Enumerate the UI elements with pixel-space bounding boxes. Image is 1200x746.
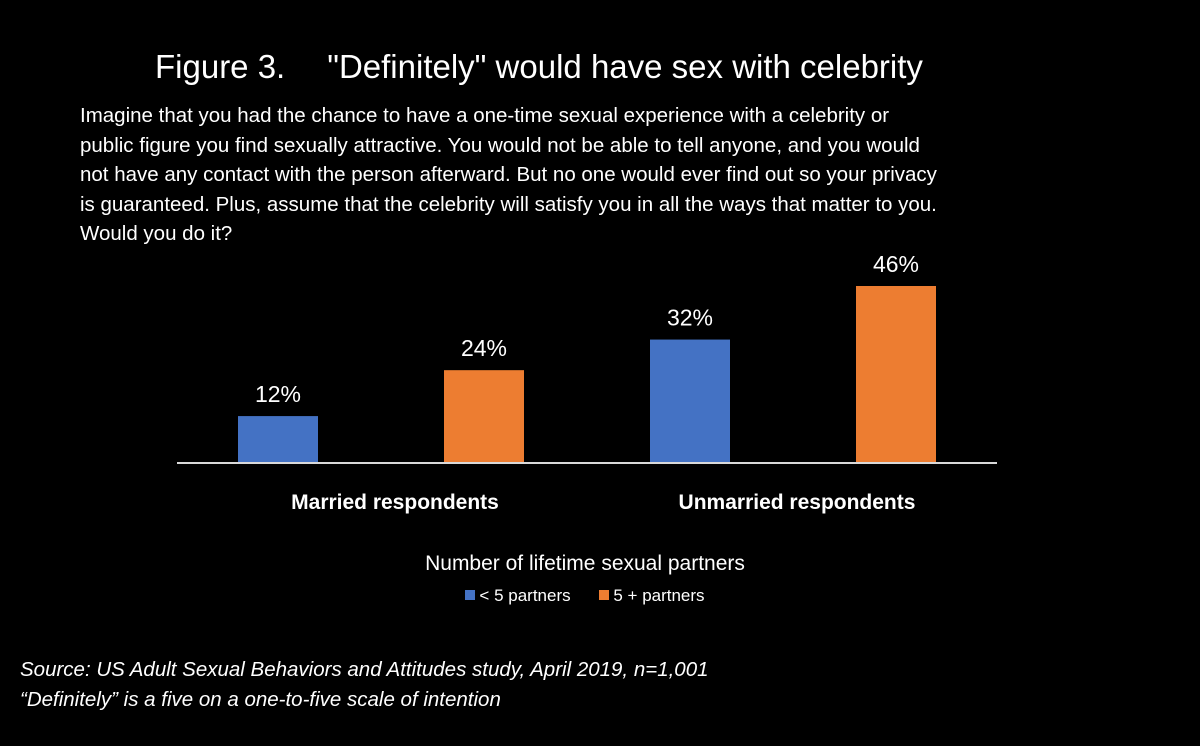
- question-line: not have any contact with the person aft…: [80, 163, 937, 186]
- chart-title: Figure 3. "Definitely" would have sex wit…: [155, 48, 923, 86]
- bar-married-5-plus: [444, 370, 524, 462]
- legend-item-under-5: < 5 partners: [465, 586, 571, 606]
- category-label: Unmarried respondents: [679, 491, 916, 514]
- survey-question: Imagine that you had the chance to have …: [80, 101, 1150, 249]
- bar-unmarried-under-5: [650, 339, 730, 462]
- data-label: 46%: [873, 251, 919, 277]
- source-line: Source: US Adult Sexual Behaviors and At…: [20, 658, 709, 681]
- data-label: 12%: [255, 381, 301, 407]
- data-label: 32%: [667, 305, 713, 331]
- legend-swatch-blue: [465, 590, 476, 600]
- legend-label: 5 + partners: [613, 586, 705, 605]
- question-line: Would you do it?: [80, 222, 233, 245]
- figure-number: Figure 3.: [155, 48, 286, 85]
- bar-married-under-5: [238, 416, 318, 462]
- category-label: Married respondents: [291, 491, 499, 514]
- legend-label: < 5 partners: [479, 586, 571, 605]
- legend: < 5 partners 5 + partners: [0, 586, 1170, 606]
- legend-item-5-plus: 5 + partners: [599, 586, 705, 606]
- definition-line: “Definitely” is a five on a one-to-five …: [20, 688, 501, 711]
- question-line: public figure you find sexually attracti…: [80, 133, 920, 157]
- source-note: Source: US Adult Sexual Behaviors and At…: [20, 655, 709, 715]
- bar-unmarried-5-plus: [856, 286, 936, 462]
- legend-title: Number of lifetime sexual partners: [425, 552, 745, 575]
- data-label: 24%: [461, 335, 507, 361]
- legend-swatch-orange: [599, 590, 610, 600]
- question-line: Imagine that you had the chance to have …: [80, 104, 890, 127]
- figure-title-text: "Definitely" would have sex with celebri…: [327, 48, 923, 85]
- question-line: is guaranteed. Plus, assume that the cel…: [80, 192, 937, 216]
